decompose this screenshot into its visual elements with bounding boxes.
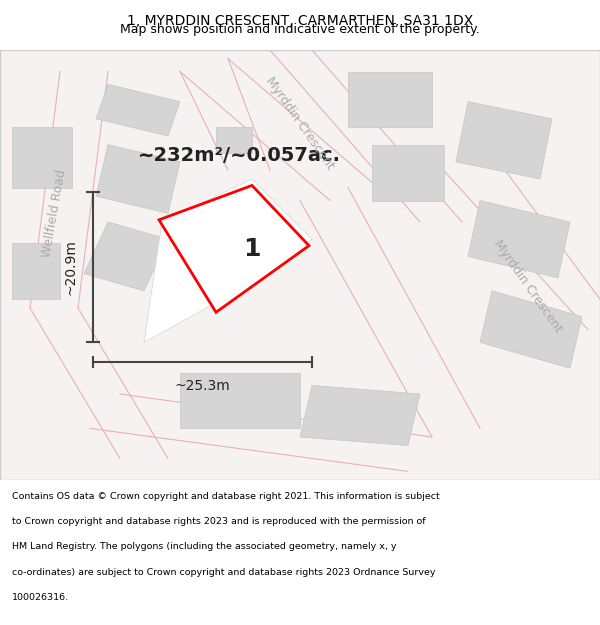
- Text: 100026316.: 100026316.: [12, 593, 69, 602]
- Text: Myrddin Crescent: Myrddin Crescent: [263, 74, 337, 172]
- Text: Wellfield Road: Wellfield Road: [40, 168, 68, 259]
- Text: 1, MYRDDIN CRESCENT, CARMARTHEN, SA31 1DX: 1, MYRDDIN CRESCENT, CARMARTHEN, SA31 1D…: [127, 14, 473, 28]
- Text: Contains OS data © Crown copyright and database right 2021. This information is : Contains OS data © Crown copyright and d…: [12, 492, 440, 501]
- Polygon shape: [372, 144, 444, 201]
- Polygon shape: [12, 244, 60, 299]
- Text: HM Land Registry. The polygons (including the associated geometry, namely x, y: HM Land Registry. The polygons (includin…: [12, 542, 397, 551]
- Polygon shape: [159, 186, 309, 312]
- Polygon shape: [12, 127, 72, 188]
- Text: Myrddin Crescent: Myrddin Crescent: [491, 238, 565, 335]
- Text: ~25.3m: ~25.3m: [175, 379, 230, 393]
- Text: Map shows position and indicative extent of the property.: Map shows position and indicative extent…: [120, 23, 480, 36]
- Polygon shape: [456, 102, 552, 179]
- Polygon shape: [468, 201, 570, 278]
- Text: to Crown copyright and database rights 2023 and is reproduced with the permissio: to Crown copyright and database rights 2…: [12, 517, 425, 526]
- Polygon shape: [96, 84, 180, 136]
- Polygon shape: [480, 291, 582, 368]
- Text: co-ordinates) are subject to Crown copyright and database rights 2023 Ordnance S: co-ordinates) are subject to Crown copyr…: [12, 568, 436, 577]
- Polygon shape: [144, 179, 312, 342]
- Polygon shape: [216, 127, 252, 153]
- Polygon shape: [348, 71, 432, 127]
- Polygon shape: [180, 372, 300, 428]
- Text: ~20.9m: ~20.9m: [64, 239, 78, 295]
- Polygon shape: [300, 386, 420, 446]
- Polygon shape: [96, 144, 180, 213]
- Text: ~232m²/~0.057ac.: ~232m²/~0.057ac.: [138, 146, 341, 165]
- Polygon shape: [84, 222, 168, 291]
- Text: 1: 1: [243, 238, 261, 261]
